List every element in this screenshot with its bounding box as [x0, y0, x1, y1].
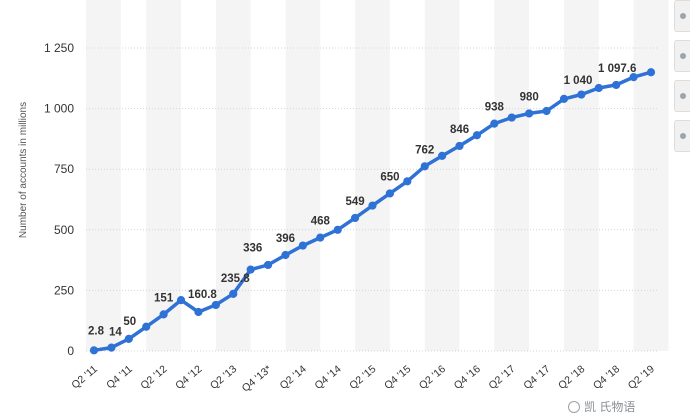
- x-tick-label: Q4 '11: [104, 363, 135, 391]
- x-tick-label: Q4 '18: [591, 363, 622, 392]
- data-point: [525, 109, 534, 118]
- data-point: [403, 177, 412, 186]
- y-tick-label: 750: [54, 162, 74, 176]
- watermark-text: 凯 氏物语: [584, 400, 636, 414]
- data-point: [420, 162, 429, 171]
- data-label: 650: [380, 171, 399, 183]
- data-point: [281, 250, 290, 260]
- x-tick-label: Q2 '19: [626, 363, 657, 392]
- gridlines: [86, 47, 658, 352]
- x-tick-label: Q4 '15: [382, 363, 413, 392]
- data-point: [559, 94, 569, 104]
- x-tick-label: Q4 '17: [521, 363, 552, 392]
- data-point: [211, 300, 220, 310]
- data-points: [89, 68, 656, 355]
- background-band: [146, 0, 182, 351]
- data-label: 2.8: [88, 325, 105, 337]
- watermark: 凯 氏物语: [568, 398, 635, 415]
- data-point: [594, 83, 603, 93]
- background-band: [215, 0, 251, 351]
- data-point: [159, 310, 168, 319]
- x-tick-label: Q4 '16: [452, 363, 483, 392]
- star-icon[interactable]: [674, 40, 690, 72]
- data-label: 160.8: [188, 289, 217, 301]
- share-icon[interactable]: [674, 120, 690, 152]
- background-band: [86, 0, 121, 351]
- data-label: 980: [520, 91, 539, 103]
- x-tick-label: Q2 '15: [347, 363, 378, 392]
- data-label: 50: [123, 316, 136, 328]
- background-band: [355, 0, 390, 351]
- data-label: 762: [415, 144, 434, 156]
- x-tick-label: Q2 '14: [278, 363, 309, 392]
- x-tick-label: Q2 '11: [69, 363, 100, 391]
- y-tick-label: 1 000: [44, 102, 74, 116]
- data-label: 14: [109, 327, 122, 339]
- x-tick-label: Q2 '18: [556, 363, 587, 392]
- data-point: [368, 201, 377, 210]
- data-point: [316, 233, 325, 242]
- x-tick-label: Q2 '13: [208, 363, 239, 392]
- data-point: [263, 260, 273, 270]
- data-label: 1 097.6: [598, 63, 636, 75]
- data-point: [612, 80, 621, 90]
- data-point: [385, 189, 395, 198]
- data-point: [577, 90, 586, 99]
- data-label: 549: [346, 196, 365, 208]
- background-band: [633, 0, 669, 351]
- data-point: [246, 265, 255, 274]
- x-tick-label: Q2 '17: [487, 363, 518, 392]
- data-point: [350, 213, 360, 223]
- x-axis-ticks: Q2 '11 Q4 '11 Q2 '12 Q4 '12 Q2 '13 Q4 '13* Q2 …: [69, 363, 657, 395]
- data-label: 938: [485, 102, 505, 114]
- data-point: [89, 346, 99, 355]
- print-icon[interactable]: [674, 80, 690, 112]
- data-point: [455, 141, 464, 151]
- x-tick-label: Q2 '12: [138, 363, 169, 392]
- bell-icon[interactable]: [674, 0, 690, 32]
- data-point: [507, 113, 516, 122]
- background-band: [494, 0, 530, 351]
- background-band: [563, 0, 599, 351]
- data-point: [194, 307, 203, 317]
- data-point: [542, 106, 551, 116]
- y-axis-ticks: 0 250 500 750 1 000 1 250: [44, 41, 74, 358]
- background-band: [424, 0, 460, 351]
- data-point: [107, 343, 116, 352]
- x-tick-label: Q4 '12: [173, 363, 204, 392]
- data-point: [298, 241, 307, 250]
- data-point: [472, 131, 482, 140]
- data-label: 235.8: [221, 273, 250, 285]
- data-point: [176, 295, 186, 305]
- background-bands: [86, 0, 669, 351]
- background-band: [285, 0, 321, 351]
- data-label: 846: [450, 124, 469, 136]
- data-label: 336: [243, 243, 262, 255]
- data-point: [124, 334, 133, 343]
- y-tick-label: 1 250: [44, 41, 74, 55]
- y-tick-label: 250: [54, 283, 74, 297]
- side-toolbar: [674, 0, 690, 165]
- data-point: [629, 72, 638, 82]
- wechat-icon: [568, 400, 580, 413]
- data-label: 1 040: [564, 75, 593, 87]
- x-tick-label: Q4 '13*: [240, 363, 274, 394]
- data-point: [142, 322, 151, 331]
- data-label: 468: [311, 216, 331, 228]
- data-label: 396: [276, 233, 295, 245]
- data-point: [646, 68, 656, 77]
- data-point: [229, 289, 238, 298]
- y-tick-label: 500: [54, 223, 74, 237]
- data-point: [333, 225, 342, 234]
- data-point: [490, 119, 499, 128]
- data-point: [438, 151, 447, 160]
- y-tick-label: 0: [67, 344, 74, 358]
- x-tick-label: Q2 '16: [417, 363, 448, 392]
- x-tick-label: Q4 '14: [312, 363, 343, 392]
- data-label: 151: [154, 292, 174, 304]
- y-axis-title: Number of accounts in millions: [18, 102, 29, 238]
